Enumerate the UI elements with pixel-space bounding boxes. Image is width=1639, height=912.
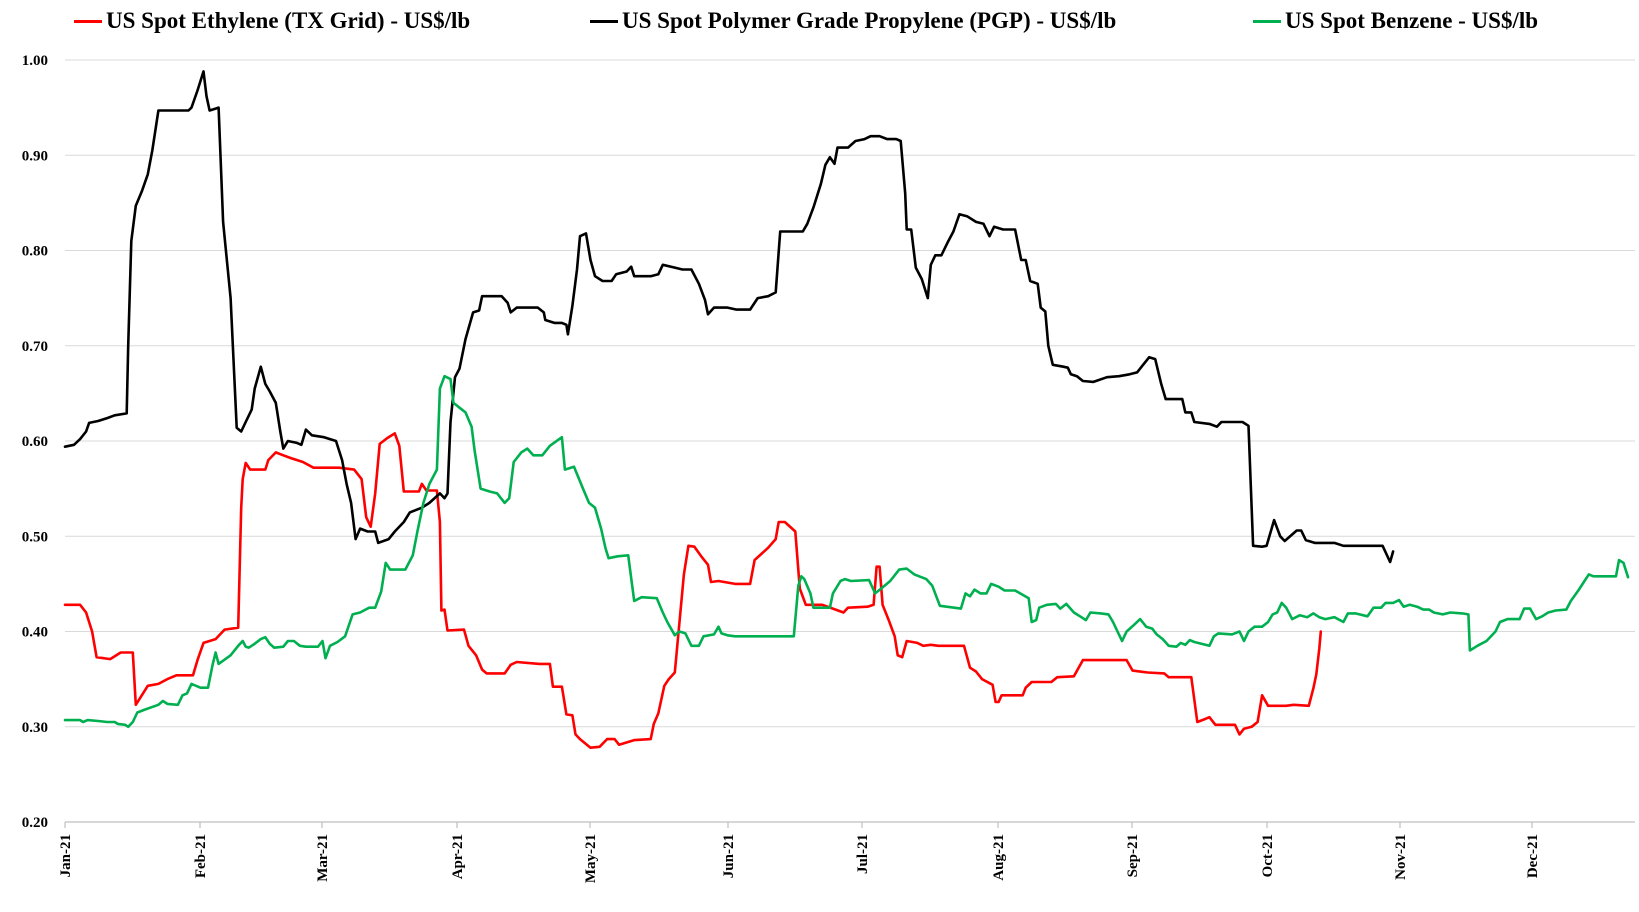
x-tick-label: Jan-21 (58, 834, 74, 877)
legend-label-benzene: US Spot Benzene - US$/lb (1285, 8, 1539, 33)
x-tick-label: Aug-21 (991, 834, 1007, 881)
legend-item-propylene: US Spot Polymer Grade Propylene (PGP) - … (590, 8, 1116, 34)
y-tick-label: 0.50 (22, 529, 48, 545)
x-tick-label: Mar-21 (315, 834, 331, 882)
y-tick-label: 0.90 (22, 148, 48, 164)
x-tick-label: Oct-21 (1260, 834, 1276, 877)
series-lines (63, 70, 1630, 749)
x-tick-label: Jun-21 (721, 834, 737, 878)
y-tick-label: 1.00 (22, 53, 48, 69)
legend-item-ethylene: US Spot Ethylene (TX Grid) - US$/lb (74, 8, 470, 34)
legend: US Spot Ethylene (TX Grid) - US$/lb US S… (0, 8, 1639, 44)
y-tick-label: 0.60 (22, 434, 48, 450)
x-tick-label: Dec-21 (1525, 834, 1541, 878)
legend-label-ethylene: US Spot Ethylene (TX Grid) - US$/lb (106, 8, 471, 33)
series-line-propylene (63, 70, 1395, 564)
y-axis-ticks: 0.20 0.30 0.40 0.50 0.60 0.70 0.80 0.90 1.00 (22, 53, 48, 831)
y-tick-label: 0.70 (22, 339, 48, 355)
gridlines (65, 59, 1635, 728)
series-line-benzene (63, 374, 1630, 729)
legend-item-benzene: US Spot Benzene - US$/lb (1253, 8, 1538, 34)
y-tick-label: 0.20 (22, 815, 48, 831)
x-axis: Jan-21 Feb-21 Mar-21 Apr-21 May-21 Jun-21 Jul-… (58, 821, 1635, 883)
y-tick-label: 0.40 (22, 625, 48, 641)
series-line-ethylene (63, 432, 1323, 749)
x-tick-label: Apr-21 (450, 834, 466, 879)
x-tick-label: May-21 (583, 834, 599, 883)
x-tick-label: Jul-21 (855, 834, 871, 874)
x-tick-label: Feb-21 (193, 834, 209, 878)
y-tick-label: 0.80 (22, 244, 48, 260)
legend-label-propylene: US Spot Polymer Grade Propylene (PGP) - … (622, 8, 1117, 33)
legend-swatch-ethylene (74, 19, 102, 23)
x-tick-label: Nov-21 (1393, 834, 1409, 880)
legend-swatch-benzene (1253, 19, 1281, 23)
legend-swatch-propylene (590, 19, 618, 23)
x-tick-label: Sep-21 (1125, 834, 1141, 877)
y-tick-label: 0.30 (22, 720, 48, 736)
